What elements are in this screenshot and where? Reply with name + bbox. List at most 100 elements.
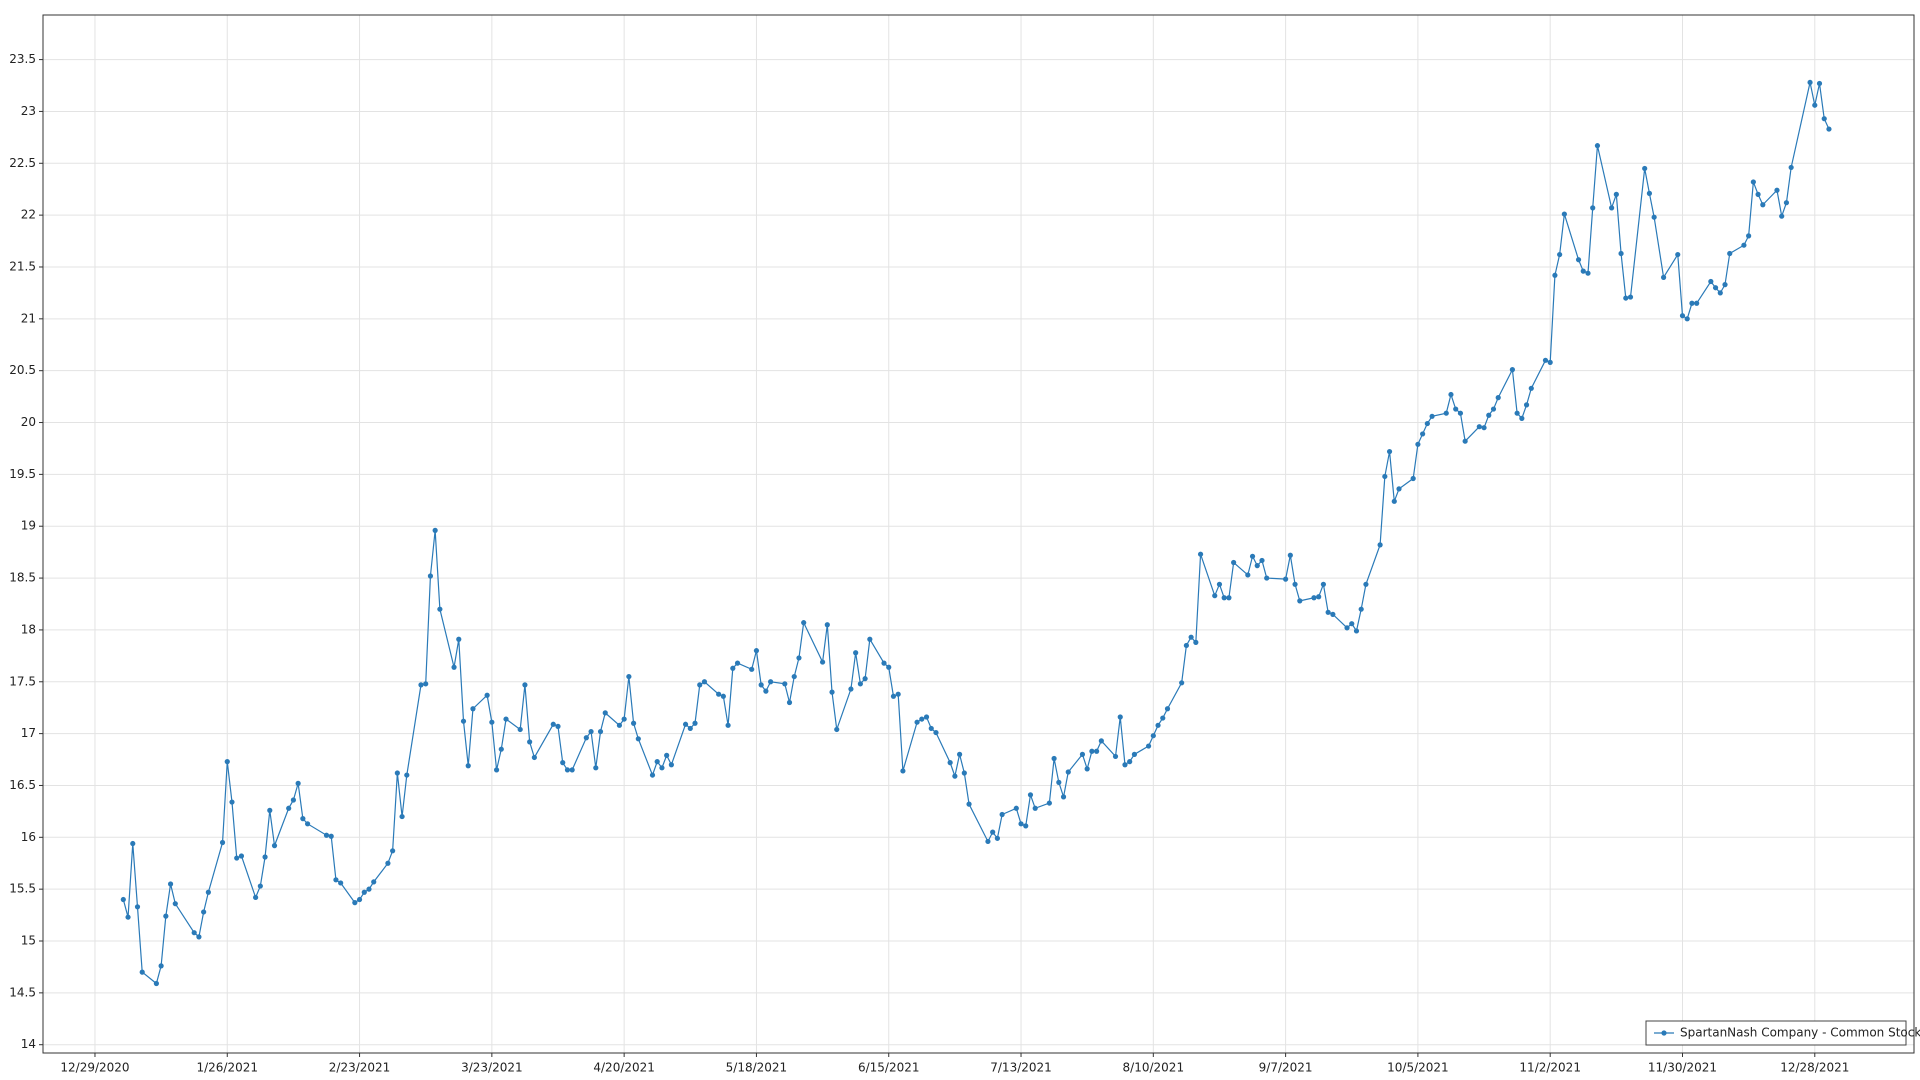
data-point — [201, 909, 207, 915]
data-point — [1812, 102, 1818, 108]
data-point — [1027, 792, 1034, 798]
data-point — [1585, 270, 1591, 276]
data-point — [1826, 126, 1832, 132]
data-point — [569, 767, 575, 773]
data-point — [1377, 542, 1383, 548]
data-point — [404, 772, 410, 778]
data-point — [1358, 606, 1364, 612]
data-point — [229, 799, 235, 805]
x-tick-label: 8/10/2021 — [1123, 1061, 1185, 1075]
data-point — [1519, 415, 1525, 421]
data-point — [923, 714, 930, 720]
data-point — [1197, 551, 1204, 557]
data-point — [503, 716, 509, 722]
data-point — [1580, 268, 1586, 274]
data-point — [172, 901, 178, 907]
data-point — [1476, 424, 1482, 430]
y-tick-label: 14 — [21, 1037, 36, 1051]
data-point — [1429, 413, 1435, 419]
data-point — [328, 833, 334, 839]
data-point — [125, 914, 131, 920]
data-point — [593, 765, 599, 771]
data-point — [1051, 755, 1057, 762]
data-point — [1750, 179, 1756, 185]
data-point — [1145, 743, 1152, 749]
data-point — [966, 801, 972, 807]
data-point — [139, 969, 145, 975]
data-point — [219, 839, 226, 846]
data-point — [659, 765, 665, 771]
y-tick-label: 15 — [21, 934, 36, 948]
data-point — [1722, 282, 1728, 288]
data-point — [583, 735, 589, 741]
data-point — [990, 829, 996, 835]
data-point — [517, 726, 523, 733]
data-point — [1264, 575, 1270, 581]
data-point — [1127, 759, 1133, 765]
data-point — [1179, 680, 1185, 686]
data-point — [1164, 706, 1171, 712]
data-point — [588, 728, 594, 735]
data-point — [1542, 357, 1549, 363]
data-point — [489, 719, 495, 725]
data-point — [267, 807, 273, 813]
x-tick-label: 11/30/2021 — [1648, 1061, 1717, 1075]
data-point — [1457, 410, 1464, 416]
data-point — [1547, 359, 1553, 365]
data-point — [427, 573, 434, 579]
data-point — [602, 710, 608, 716]
data-point — [1117, 714, 1123, 720]
data-point — [300, 816, 306, 822]
data-point — [1557, 251, 1563, 258]
data-point — [1056, 779, 1062, 785]
data-point — [1807, 79, 1813, 86]
data-point — [253, 894, 259, 901]
data-point — [418, 682, 424, 688]
data-point — [361, 889, 367, 895]
data-point — [1018, 821, 1024, 827]
data-point — [626, 673, 632, 680]
legend-box — [1645, 1020, 1907, 1046]
data-point — [1193, 639, 1199, 645]
x-tick-label: 12/29/2020 — [60, 1061, 129, 1075]
data-point — [234, 855, 240, 861]
data-point — [701, 679, 708, 685]
data-point — [205, 889, 211, 895]
data-point — [1415, 441, 1421, 447]
data-point — [895, 691, 901, 697]
data-point — [1216, 581, 1223, 587]
data-point — [323, 832, 330, 838]
data-point — [957, 751, 963, 757]
data-point — [749, 666, 755, 672]
data-point — [134, 904, 141, 910]
data-point — [191, 930, 197, 936]
data-point — [853, 650, 859, 656]
data-point — [1481, 425, 1487, 431]
data-point — [163, 913, 169, 919]
x-tick-label: 12/28/2021 — [1780, 1061, 1849, 1075]
data-point — [1760, 202, 1766, 208]
data-point — [484, 692, 490, 698]
data-point — [1249, 553, 1256, 559]
data-point — [196, 934, 202, 940]
x-tick-label: 10/5/2021 — [1387, 1061, 1449, 1075]
data-point — [1594, 143, 1601, 149]
x-tick-label: 2/23/2021 — [329, 1061, 391, 1075]
data-point — [451, 664, 457, 670]
y-tick-label: 23.5 — [9, 52, 36, 66]
data-point — [819, 659, 826, 665]
data-point — [1079, 751, 1086, 757]
data-point — [531, 754, 537, 761]
data-point — [394, 770, 400, 776]
data-point — [630, 720, 637, 726]
y-tick-label: 16 — [21, 830, 36, 844]
data-point — [338, 880, 344, 886]
y-tick-label: 18.5 — [9, 571, 36, 585]
data-point — [1316, 594, 1322, 600]
data-point — [1741, 242, 1747, 248]
data-point — [1712, 285, 1719, 291]
data-point — [1382, 473, 1388, 480]
data-point — [1774, 187, 1780, 193]
data-point — [290, 797, 297, 803]
